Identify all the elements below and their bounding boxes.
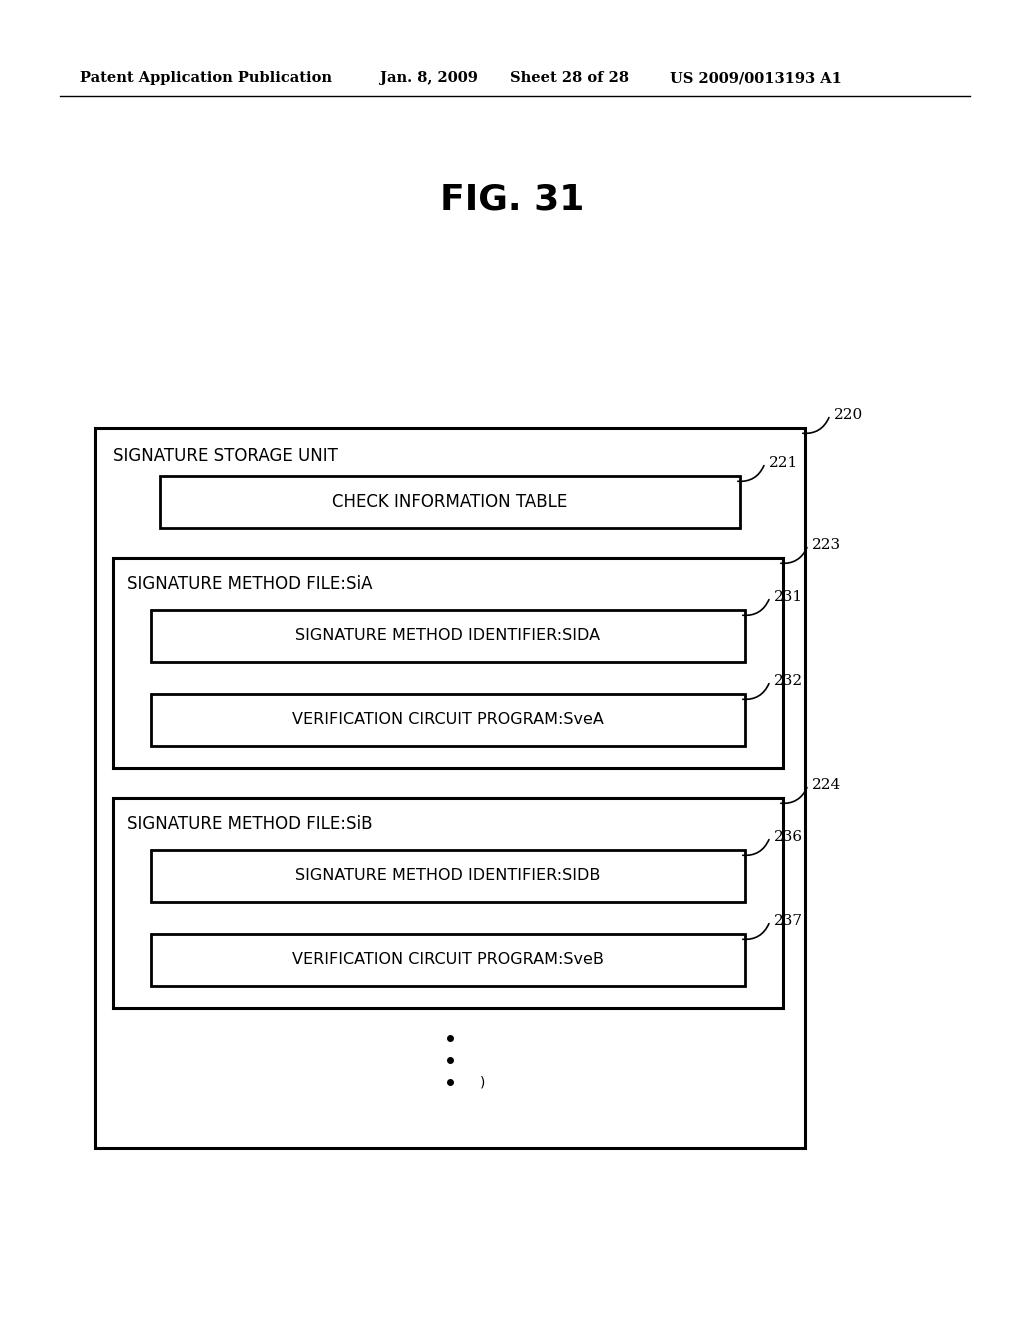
Text: SIGNATURE METHOD IDENTIFIER:SIDB: SIGNATURE METHOD IDENTIFIER:SIDB (295, 869, 601, 883)
Text: 220: 220 (834, 408, 863, 422)
Text: Patent Application Publication: Patent Application Publication (80, 71, 332, 84)
Bar (151, 694, 745, 746)
Text: VERIFICATION CIRCUIT PROGRAM:SveA: VERIFICATION CIRCUIT PROGRAM:SveA (292, 713, 604, 727)
Text: FIG. 31: FIG. 31 (440, 183, 584, 216)
Bar (151, 935, 745, 986)
Text: 231: 231 (774, 590, 803, 605)
Text: 223: 223 (812, 539, 841, 552)
Text: ): ) (480, 1074, 485, 1089)
Text: SIGNATURE STORAGE UNIT: SIGNATURE STORAGE UNIT (113, 447, 338, 465)
Text: VERIFICATION CIRCUIT PROGRAM:SveB: VERIFICATION CIRCUIT PROGRAM:SveB (292, 953, 604, 968)
Text: 224: 224 (812, 777, 842, 792)
Bar (113, 799, 783, 1008)
Text: 221: 221 (769, 455, 799, 470)
Text: SIGNATURE METHOD FILE:SiA: SIGNATURE METHOD FILE:SiA (127, 576, 373, 593)
Bar (95, 428, 805, 1148)
Text: Sheet 28 of 28: Sheet 28 of 28 (510, 71, 629, 84)
Text: 232: 232 (774, 675, 803, 688)
Bar (151, 610, 745, 663)
Text: US 2009/0013193 A1: US 2009/0013193 A1 (670, 71, 842, 84)
Bar (113, 558, 783, 768)
Text: 236: 236 (774, 830, 803, 843)
Bar (151, 850, 745, 902)
Text: 237: 237 (774, 913, 803, 928)
Bar (160, 477, 740, 528)
Text: Jan. 8, 2009: Jan. 8, 2009 (380, 71, 478, 84)
Text: SIGNATURE METHOD IDENTIFIER:SIDA: SIGNATURE METHOD IDENTIFIER:SIDA (296, 628, 600, 644)
Text: SIGNATURE METHOD FILE:SiB: SIGNATURE METHOD FILE:SiB (127, 814, 373, 833)
Text: CHECK INFORMATION TABLE: CHECK INFORMATION TABLE (333, 492, 567, 511)
